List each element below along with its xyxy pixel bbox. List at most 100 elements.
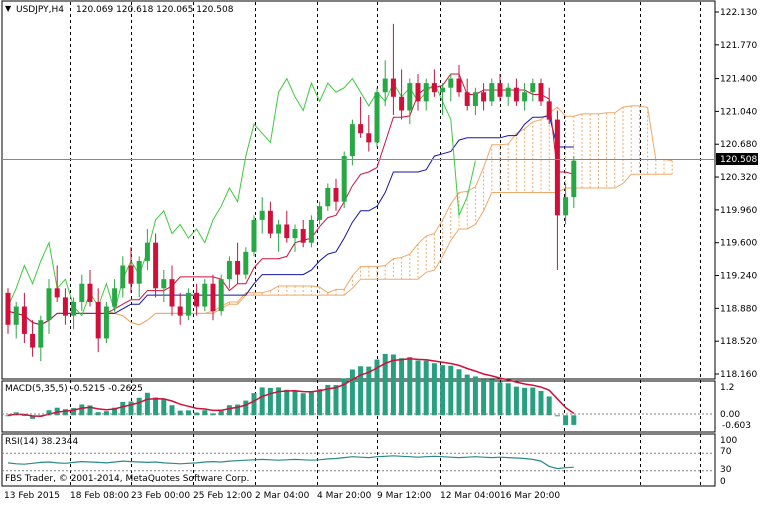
macd-bar — [62, 409, 68, 416]
macd-bar — [218, 410, 224, 416]
candle-body — [554, 119, 560, 216]
candle-body — [177, 306, 183, 316]
macd-bar — [210, 413, 216, 416]
rsi-label: RSI(14) 38.2344 — [5, 437, 78, 447]
macd-bar — [153, 397, 159, 416]
macd-bar — [341, 378, 347, 416]
ohlc-values: 120.069 120.618 120.065 120.508 — [76, 5, 234, 15]
macd-bar — [284, 389, 290, 416]
candle-body — [5, 292, 11, 325]
candle-body — [415, 83, 421, 102]
candle-body — [472, 92, 478, 106]
candle-body — [128, 265, 134, 284]
candle-body — [226, 260, 232, 280]
candle-body — [497, 83, 503, 97]
candle-body — [194, 292, 200, 307]
time-axis: 13 Feb 2015 18 Feb 08:00 23 Feb 00:00 25 Fe… — [4, 491, 560, 501]
candle-body — [95, 301, 101, 339]
macd-bar — [538, 390, 544, 416]
candle-body — [21, 306, 27, 334]
main-pane[interactable] — [1, 0, 716, 380]
tenkan-line — [7, 73, 574, 326]
price-tick-label: 118.160 — [720, 370, 757, 380]
macd-bar — [382, 353, 388, 416]
rsi-tick-70: 70 — [720, 447, 732, 457]
candle-body — [87, 283, 93, 302]
candle-body — [513, 87, 519, 102]
candle-body — [243, 251, 249, 275]
symbol-dropdown-icon[interactable]: ▼ — [5, 4, 12, 13]
macd-tick-bottom: -0.603 — [722, 421, 751, 431]
candle-body — [185, 292, 191, 316]
candle-body — [481, 92, 487, 102]
candle-body — [144, 242, 150, 261]
candle-body — [54, 288, 60, 298]
candle-body — [374, 92, 380, 143]
candle-body — [38, 320, 44, 348]
candle-body — [448, 78, 454, 88]
candle-body — [333, 187, 339, 202]
senkou-span-b — [106, 173, 673, 326]
current-price-label: 120.508 — [720, 155, 757, 165]
candle-body — [341, 156, 347, 202]
macd-signal-line — [7, 358, 575, 417]
price-tick-label: 118.880 — [720, 304, 757, 314]
macd-bar — [358, 366, 364, 416]
macd-bar — [513, 386, 519, 416]
macd-bar — [308, 391, 314, 416]
candle-body — [317, 206, 323, 220]
time-tick-label: 9 Mar 12:00 — [377, 491, 432, 501]
candle-body — [308, 219, 314, 243]
candle-body — [407, 83, 413, 111]
macd-bar — [472, 376, 478, 416]
candle-body — [284, 224, 290, 239]
price-tick-label: 119.240 — [720, 272, 757, 282]
macd-bar — [366, 366, 372, 416]
price-tick-label: 122.130 — [720, 8, 757, 18]
macd-bar — [448, 365, 454, 416]
time-tick-label: 16 Mar 20:00 — [500, 491, 560, 501]
rsi-tick-0: 0 — [720, 477, 726, 487]
candle-body — [464, 92, 470, 106]
candle-body — [423, 83, 429, 102]
candle-body — [276, 224, 282, 234]
candle-body — [563, 197, 569, 216]
price-axis: 122.130 121.770 121.400 121.040 120.680 120.3… — [715, 8, 757, 380]
macd-bar — [169, 405, 175, 416]
macd-bar — [390, 354, 396, 416]
macd-bar — [120, 401, 126, 416]
macd-bar — [481, 379, 487, 416]
macd-bar — [440, 365, 446, 416]
macd-bar — [194, 412, 200, 416]
candle-body — [62, 297, 68, 316]
candle-body — [456, 78, 462, 93]
candle-body — [390, 78, 396, 97]
macd-bar — [399, 358, 405, 416]
candle-body — [202, 283, 208, 307]
macd-bar — [46, 410, 52, 416]
candle-body — [349, 124, 355, 157]
rsi-pane[interactable] — [1, 433, 716, 487]
rsi-tick-100: 100 — [720, 436, 737, 446]
macd-bar — [144, 392, 150, 416]
time-tick-label: 12 Mar 04:00 — [440, 491, 500, 501]
macd-bar — [267, 388, 273, 416]
macd-bar — [177, 410, 183, 416]
candle-body — [210, 283, 216, 312]
candle-body — [112, 288, 118, 307]
current-price-marker — [716, 153, 758, 165]
candle-body — [292, 229, 298, 239]
macd-bar — [292, 390, 298, 416]
macd-bar — [87, 405, 93, 416]
price-tick-label: 121.770 — [720, 41, 757, 51]
macd-bar — [530, 387, 536, 416]
macd-bar — [415, 360, 421, 416]
macd-bar — [497, 382, 503, 416]
macd-bar — [136, 397, 142, 416]
price-tick-label: 120.680 — [720, 140, 757, 150]
rsi-line-path — [7, 455, 574, 470]
symbol-label: USDJPY,H4 — [16, 5, 64, 15]
candle-body — [136, 260, 142, 284]
macd-tick-zero: 0.00 — [720, 410, 740, 420]
